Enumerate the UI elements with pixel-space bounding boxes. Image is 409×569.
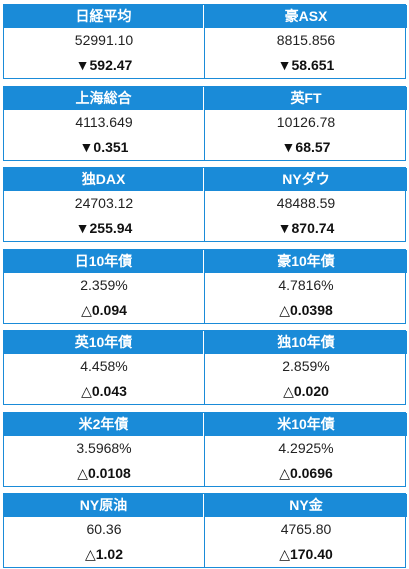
market-group: NY原油 60.36 △1.02 NY金 4765.80 △170.40: [3, 493, 407, 568]
market-cell-nycrude[interactable]: NY原油 60.36 △1.02: [4, 494, 205, 567]
market-name: NY金: [205, 494, 407, 517]
market-value: 2.359%: [80, 277, 128, 293]
market-change: ▼255.94: [75, 220, 133, 236]
market-cell-au10y[interactable]: 豪10年債 4.7816% △0.0398: [205, 250, 407, 323]
market-change: ▼68.57: [281, 139, 331, 155]
market-cell-de10y[interactable]: 独10年債 2.859% △0.020: [205, 331, 407, 404]
market-value: 2.859%: [282, 358, 330, 374]
market-cell-uk10y[interactable]: 英10年債 4.458% △0.043: [4, 331, 205, 404]
market-value: 24703.12: [74, 195, 134, 211]
market-cell-nikkei[interactable]: 日経平均 52991.10 ▼592.47: [4, 5, 205, 78]
market-name: 米2年債: [4, 413, 204, 436]
market-cell-shanghai[interactable]: 上海総合 4113.649 ▼0.351: [4, 87, 205, 160]
market-group: 英10年債 4.458% △0.043 独10年債 2.859% △0.020: [3, 330, 407, 405]
market-name: NY原油: [4, 494, 204, 517]
market-cell-ftse[interactable]: 英FT 10126.78 ▼68.57: [205, 87, 407, 160]
market-group: 独DAX 24703.12 ▼255.94 NYダウ 48488.59 ▼870…: [3, 167, 407, 242]
market-change: △0.0398: [279, 302, 333, 318]
market-name: 日経平均: [4, 5, 204, 28]
market-name: 上海総合: [4, 87, 204, 110]
market-name: 独DAX: [4, 168, 204, 191]
market-name: 独10年債: [205, 331, 407, 354]
market-cell-asx[interactable]: 豪ASX 8815.856 ▼58.651: [205, 5, 407, 78]
market-change: ▼58.651: [277, 57, 335, 73]
market-value: 4.2925%: [278, 440, 334, 456]
market-group: 日経平均 52991.10 ▼592.47 豪ASX 8815.856 ▼58.…: [3, 4, 407, 79]
market-change: △0.043: [81, 383, 127, 399]
market-cell-us2y[interactable]: 米2年債 3.5968% △0.0108: [4, 413, 205, 486]
market-name: 英FT: [205, 87, 407, 110]
market-change: △0.094: [81, 302, 127, 318]
market-value: 48488.59: [276, 195, 336, 211]
market-name: 豪10年債: [205, 250, 407, 273]
market-value: 4765.80: [280, 521, 332, 537]
market-cell-us10y[interactable]: 米10年債 4.2925% △0.0696: [205, 413, 407, 486]
market-name: 豪ASX: [205, 5, 407, 28]
market-change: △0.0108: [77, 465, 131, 481]
market-name: 日10年債: [4, 250, 204, 273]
market-cell-dax[interactable]: 独DAX 24703.12 ▼255.94: [4, 168, 205, 241]
market-value: 10126.78: [276, 114, 336, 130]
market-value: 60.36: [86, 521, 122, 537]
market-cell-jp10y[interactable]: 日10年債 2.359% △0.094: [4, 250, 205, 323]
market-change: ▼0.351: [79, 139, 129, 155]
market-group: 上海総合 4113.649 ▼0.351 英FT 10126.78 ▼68.57: [3, 86, 407, 161]
market-value: 4.458%: [80, 358, 128, 374]
market-change: △0.0696: [279, 465, 333, 481]
market-value: 8815.856: [276, 32, 336, 48]
market-cell-nydow[interactable]: NYダウ 48488.59 ▼870.74: [205, 168, 407, 241]
market-group: 米2年債 3.5968% △0.0108 米10年債 4.2925% △0.06…: [3, 412, 407, 487]
market-name: NYダウ: [205, 168, 407, 191]
market-name: 英10年債: [4, 331, 204, 354]
market-cell-nygold[interactable]: NY金 4765.80 △170.40: [205, 494, 407, 567]
market-name: 米10年債: [205, 413, 407, 436]
market-change: ▼592.47: [75, 57, 133, 73]
market-change: ▼870.74: [277, 220, 335, 236]
market-value: 52991.10: [74, 32, 134, 48]
market-change: △170.40: [279, 546, 333, 562]
market-change: △0.020: [283, 383, 329, 399]
market-value: 3.5968%: [76, 440, 132, 456]
market-value: 4.7816%: [278, 277, 334, 293]
market-group: 日10年債 2.359% △0.094 豪10年債 4.7816% △0.039…: [3, 249, 407, 324]
market-change: △1.02: [84, 546, 123, 562]
market-value: 4113.649: [75, 114, 133, 130]
